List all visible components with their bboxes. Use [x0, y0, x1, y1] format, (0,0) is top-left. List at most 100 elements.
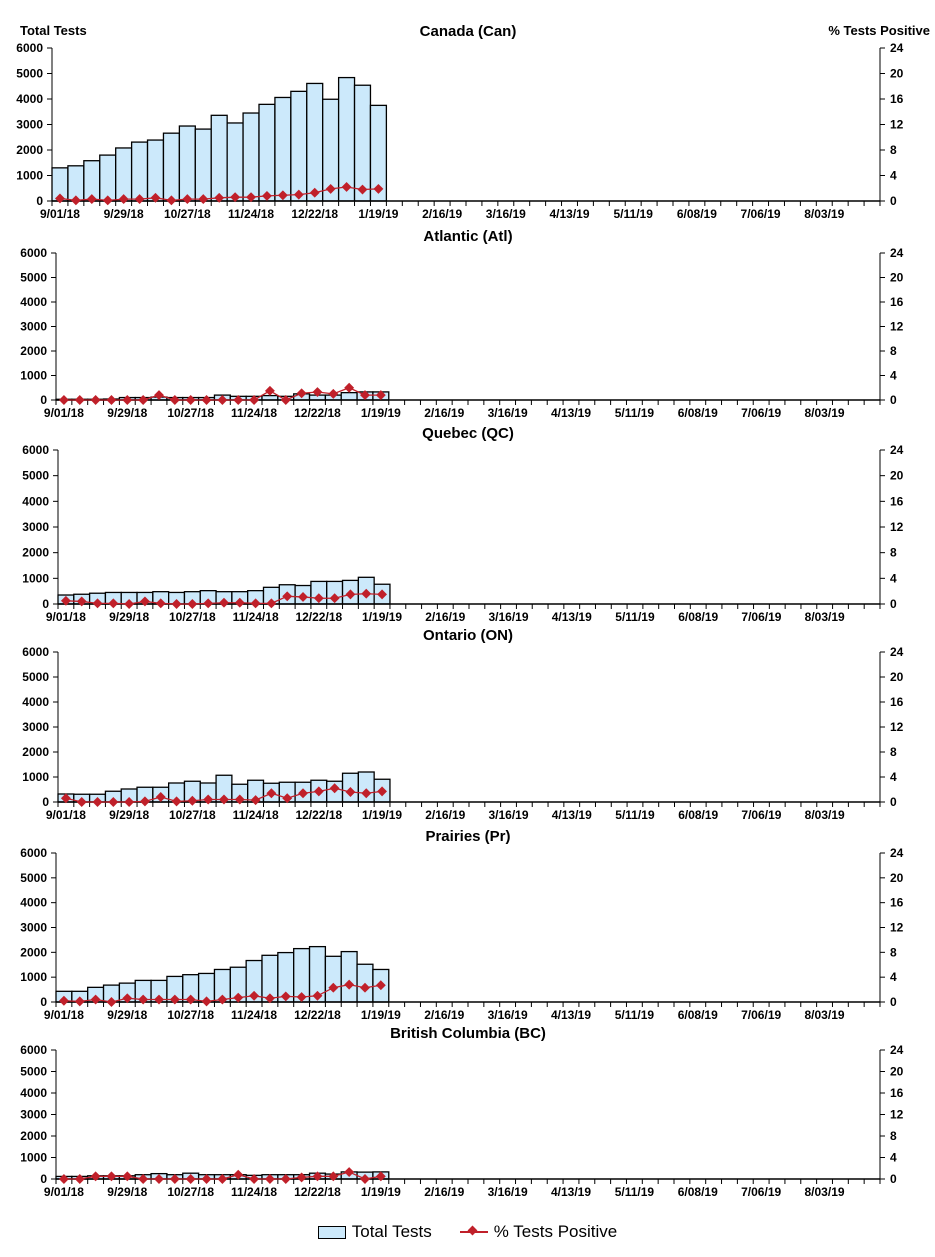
y-left-tick-label: 4000 [20, 1086, 47, 1100]
bar [258, 103, 276, 202]
pct-positive-marker [169, 1174, 180, 1184]
pct-positive-marker [249, 990, 260, 1001]
y-right-tick-label: 0 [890, 393, 897, 407]
bar [242, 112, 260, 202]
y-left-tick-label: 5000 [20, 271, 47, 285]
pct-positive-marker [106, 997, 117, 1007]
pct-positive-marker [296, 992, 307, 1002]
panel-1: Atlantic (Atl) 0 1000 2000 3000 4000 5000 6000 0… [20, 228, 903, 420]
pct-positive-marker [154, 1174, 164, 1184]
pct-positive-marker [185, 1174, 196, 1184]
y-right-tick-label: 16 [890, 896, 904, 910]
x-tick-label: 1/19/19 [358, 207, 398, 221]
pct-positive-marker [201, 1174, 212, 1184]
pct-positive-marker [169, 994, 180, 1005]
legend-swatch-line [459, 1231, 488, 1233]
pct-positive-marker [313, 593, 324, 604]
x-tick-label: 9/01/18 [44, 1185, 84, 1199]
x-tick-label: 3/16/19 [488, 1008, 528, 1022]
pct-positive-marker [361, 588, 372, 599]
y-left-tick-label: 5000 [20, 871, 47, 885]
pct-positive-marker [138, 395, 149, 405]
pct-positive-marker [361, 788, 372, 799]
pct-positive-marker [124, 797, 135, 807]
pct-positive-marker [282, 591, 293, 602]
chart-area: Canada (Can) Total Tests % Tests Positive 0… [16, 23, 930, 1199]
pct-positive-marker [76, 797, 87, 807]
pct-positive-marker [262, 190, 272, 201]
y-left-tick-label: 3000 [20, 320, 47, 334]
pct-positive-marker [86, 194, 97, 205]
pct-positive-marker [217, 395, 228, 405]
bar [162, 132, 181, 202]
y-right-tick-label: 12 [890, 118, 904, 132]
x-tick-label: 9/01/18 [40, 207, 80, 221]
pct-positive-marker [341, 182, 352, 192]
y-left-tick-label: 0 [40, 393, 47, 407]
y-right-tick-label: 4 [890, 369, 897, 383]
pct-positive-marker [122, 395, 133, 405]
x-tick-label: 9/01/18 [44, 406, 84, 420]
pct-positive-marker [139, 796, 150, 807]
bar [194, 128, 212, 202]
pct-positive-marker [266, 598, 277, 609]
bar [340, 391, 358, 401]
y-left-tick-label: 6000 [20, 246, 47, 260]
pct-positive-marker [58, 1174, 69, 1184]
pct-positive-marker [203, 598, 214, 609]
x-tick-label: 6/08/19 [677, 207, 717, 221]
x-tick-label: 9/01/18 [46, 610, 86, 624]
pct-positive-marker [154, 994, 164, 1005]
panel-4: Prairies (Pr) 0 1000 2000 3000 4000 5000 6000 0 4… [20, 828, 903, 1022]
x-tick-label: 12/22/18 [295, 610, 342, 624]
pct-positive-marker [309, 187, 320, 198]
y-left-tick-label: 5000 [22, 469, 49, 483]
legend: Total Tests % Tests Positive [0, 1222, 935, 1242]
x-tick-label: 11/24/18 [233, 808, 279, 822]
pct-positive-marker [344, 1167, 355, 1177]
bar [99, 154, 117, 202]
y-left-tick-label: 6000 [16, 41, 43, 55]
x-tick-label: 5/11/19 [615, 610, 655, 624]
y-left-tick-label: 4000 [16, 92, 43, 106]
y-left-tick-label: 5000 [20, 1065, 47, 1079]
x-tick-label: 6/08/19 [678, 406, 718, 420]
x-tick-label: 2/16/19 [424, 1008, 464, 1022]
pct-positive-marker [375, 390, 386, 401]
y-left-tick-label: 0 [36, 194, 43, 208]
x-tick-label: 9/29/18 [107, 406, 147, 420]
y-right-tick-label: 24 [890, 846, 904, 860]
pct-positive-marker [185, 395, 196, 405]
y-right-tick-label: 24 [890, 246, 904, 260]
pct-positive-marker [108, 598, 119, 609]
pct-positive-marker [266, 788, 277, 799]
x-tick-label: 2/16/19 [425, 610, 465, 624]
pct-positive-marker [166, 195, 177, 206]
bar [340, 950, 358, 1003]
panel-title: Quebec (QC) [422, 425, 514, 442]
y-left-tick-label: 0 [40, 995, 47, 1009]
y-left-tick-label: 6000 [20, 846, 47, 860]
pct-positive-marker [106, 395, 117, 405]
y-right-tick-label: 4 [890, 571, 897, 585]
x-tick-label: 9/29/18 [107, 1185, 147, 1199]
pct-positive-marker [124, 599, 135, 609]
y-right-tick-label: 12 [890, 720, 904, 734]
y-right-tick-label: 8 [890, 745, 897, 759]
pct-positive-marker [90, 395, 101, 405]
y-left-tick-label: 0 [42, 597, 49, 611]
y-right-tick-label: 20 [890, 1065, 904, 1079]
pct-positive-marker [280, 395, 291, 405]
pct-positive-marker [74, 996, 85, 1007]
pct-positive-marker [312, 990, 323, 1001]
pct-positive-marker [360, 1174, 370, 1184]
x-tick-label: 9/29/18 [109, 610, 149, 624]
pct-positive-marker [360, 982, 370, 993]
x-tick-label: 7/06/19 [741, 207, 781, 221]
x-tick-label: 1/19/19 [362, 610, 402, 624]
pct-positive-marker [203, 794, 214, 805]
pct-positive-marker [70, 195, 81, 206]
x-tick-label: 5/11/19 [615, 808, 655, 822]
pct-positive-marker [298, 788, 308, 799]
x-tick-label: 11/24/18 [231, 1185, 277, 1199]
